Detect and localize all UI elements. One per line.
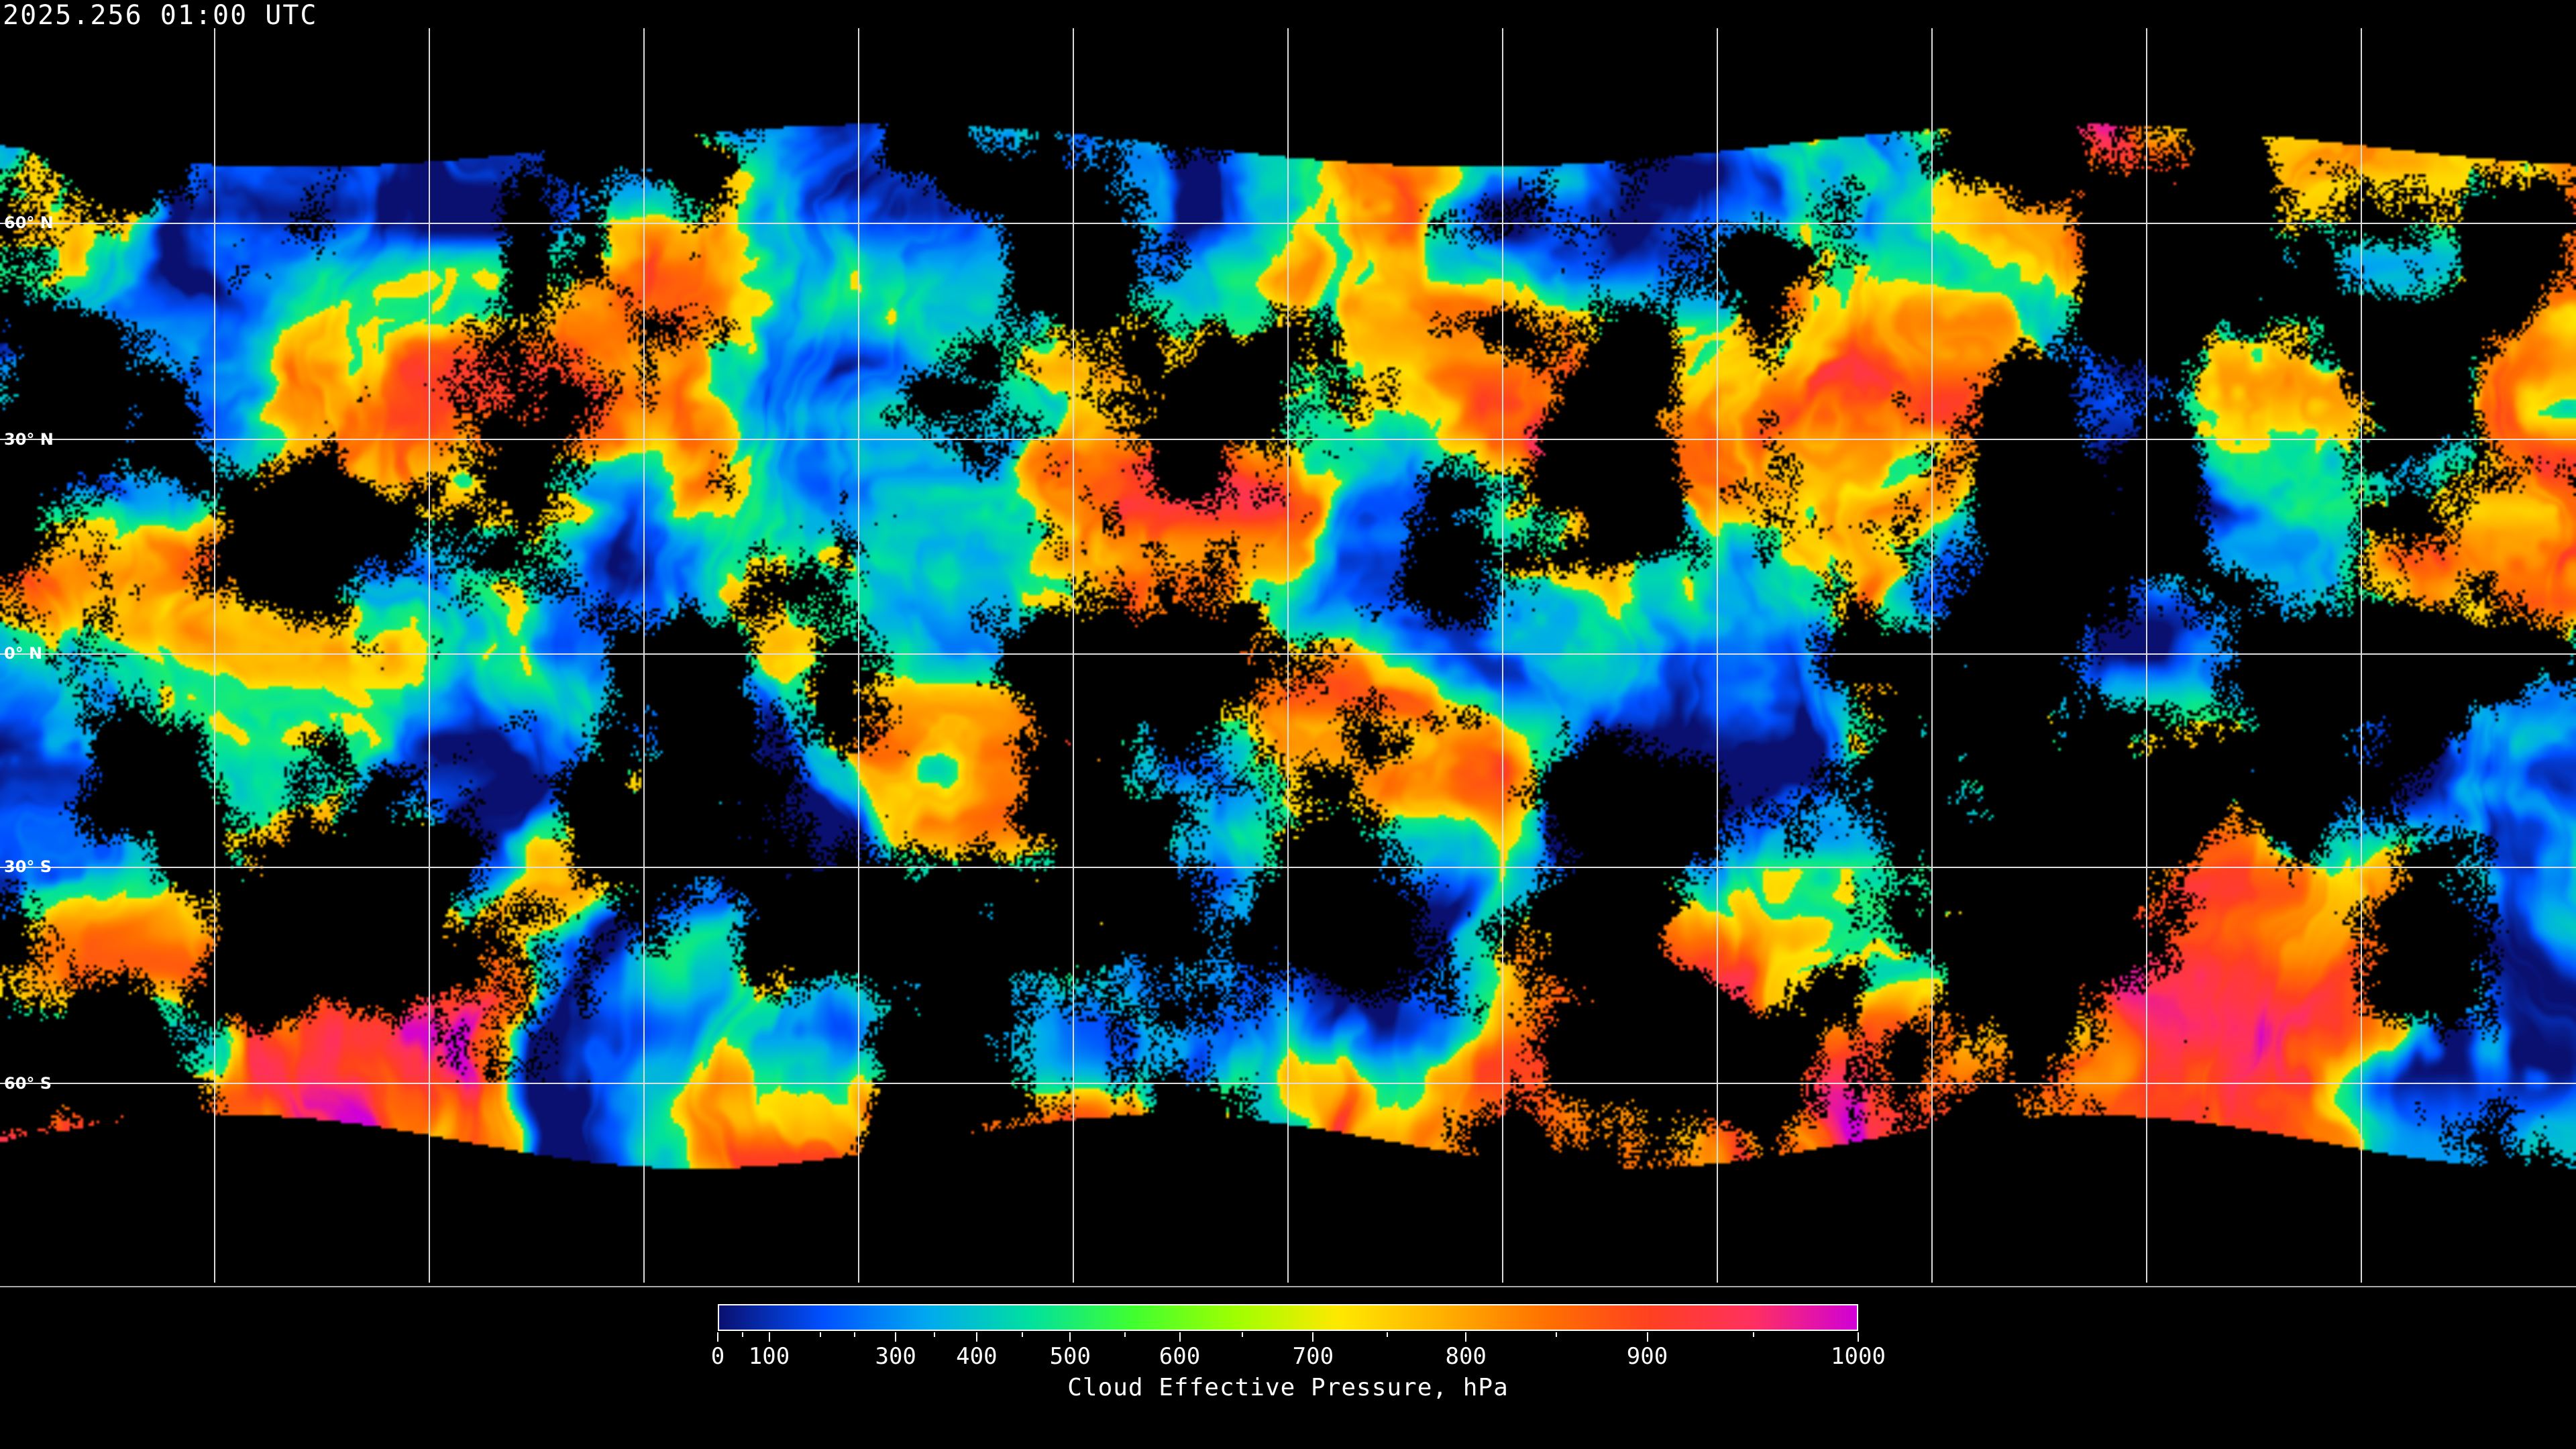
- colorbar-tick-label: 0: [710, 1343, 725, 1370]
- colorbar-tick-label: 800: [1445, 1343, 1487, 1370]
- lat-label-30s: 30° S: [4, 857, 52, 876]
- colorbar-major-tick: [1858, 1332, 1859, 1342]
- lat-label-30n: 30° N: [4, 430, 54, 449]
- colorbar-major-tick: [895, 1332, 897, 1342]
- colorbar-minor-tick: [1124, 1332, 1126, 1337]
- colorbar-tick-label: 300: [875, 1343, 916, 1370]
- colorbar-major-tick: [768, 1332, 770, 1342]
- colorbar-major-tick: [1312, 1332, 1314, 1342]
- lat-label-60n: 60° N: [4, 213, 54, 232]
- colorbar-tick-label: 700: [1292, 1343, 1334, 1370]
- lat-label-60s: 60° S: [4, 1074, 52, 1093]
- colorbar-tick-label: 600: [1159, 1343, 1201, 1370]
- colorbar-minor-tick: [934, 1332, 935, 1337]
- colorbar-major-tick: [1179, 1332, 1181, 1342]
- colorbar-ticks: 0 100 300 400 500 600 700 800 900 1000: [711, 1332, 1886, 1373]
- colorbar-minor-tick: [820, 1332, 821, 1337]
- colorbar-major-tick: [1465, 1332, 1467, 1342]
- colorbar: [718, 1304, 1858, 1331]
- colorbar-tick-label: 900: [1626, 1343, 1668, 1370]
- colorbar-minor-tick: [1386, 1332, 1388, 1337]
- colorbar-major-tick: [1069, 1332, 1071, 1342]
- colorbar-minor-tick: [742, 1332, 744, 1337]
- colorbar-major-tick: [1646, 1332, 1648, 1342]
- colorbar-minor-tick: [1555, 1332, 1557, 1337]
- colorbar-major-tick: [717, 1332, 718, 1342]
- graticule: [0, 28, 2576, 1283]
- colorbar-minor-tick: [1242, 1332, 1243, 1337]
- colorbar-tick-label: 500: [1049, 1343, 1091, 1370]
- colorbar-label: Cloud Effective Pressure, hPa: [1067, 1374, 1509, 1401]
- colorbar-tick-label: 400: [956, 1343, 998, 1370]
- map-border: [0, 1286, 2576, 1287]
- colorbar-tick-label: 1000: [1831, 1343, 1886, 1370]
- colorbar-major-tick: [975, 1332, 977, 1342]
- colorbar-minor-tick: [1752, 1332, 1754, 1337]
- colorbar-minor-tick: [854, 1332, 855, 1337]
- colorbar-minor-tick: [1021, 1332, 1023, 1337]
- colorbar-tick-label: 100: [748, 1343, 790, 1370]
- timestamp-title: 2025.256 01:00 UTC: [3, 0, 318, 31]
- lat-label-0n: 0° N: [4, 644, 43, 663]
